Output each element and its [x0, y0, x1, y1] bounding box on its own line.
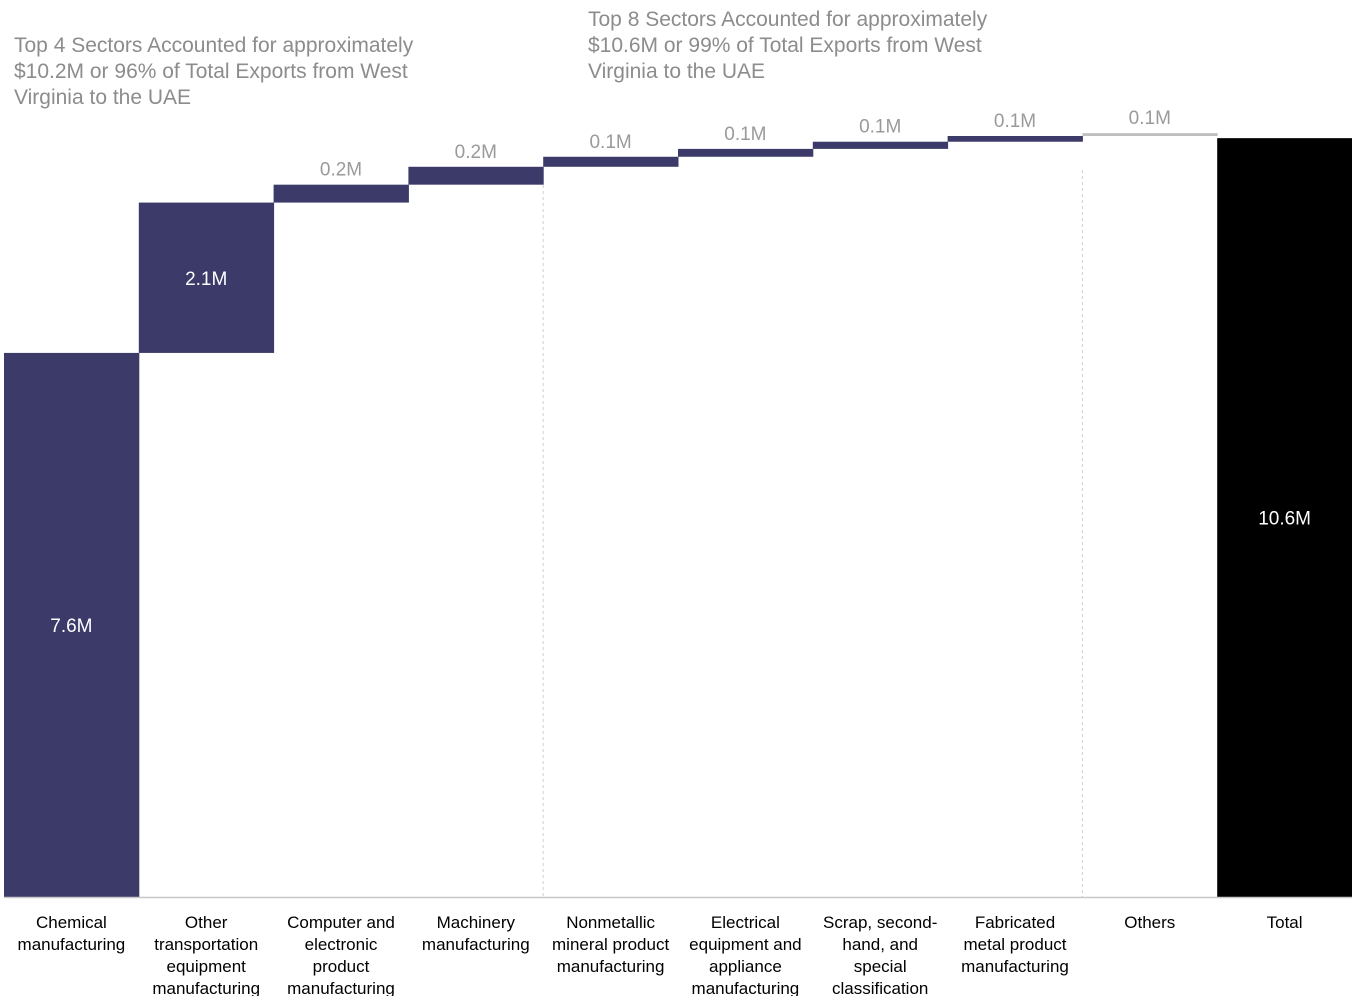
tick-label-others: Others	[1124, 913, 1175, 932]
section-dividers	[542, 170, 1083, 897]
bar-nonmetallic-mineral-product-manufacturing	[543, 156, 679, 167]
bar-machinery-manufacturing	[408, 166, 544, 185]
bar-chemical-manufacturing	[4, 352, 140, 897]
data-label-electrical-equipment-and-appliance-manufacturing: 0.1M	[724, 124, 766, 145]
annotation-top-8: Top 8 Sectors Accounted for approximatel…	[588, 8, 988, 83]
bar-total	[1217, 138, 1352, 897]
tick-label-machinery-manufacturing: Machinery manufacturing	[422, 913, 530, 954]
data-label-scrap-second-hand-and-special-classification: 0.1M	[859, 117, 901, 138]
data-label-others: 0.1M	[1129, 108, 1171, 129]
data-labels: 7.6M 2.1M 0.2M 0.2M 0.1M 0.1M 0.1M 0.1M 0.1M 10.6…	[50, 108, 1311, 637]
bar-fabricated-metal-product-manufacturing	[947, 136, 1083, 142]
tick-label-other-transportation-equipment-manufacturing: Other transportation equipment manufacturin…	[152, 913, 260, 996]
bar-others	[1082, 133, 1218, 136]
bar-electrical-equipment-and-appliance-manufacturing	[678, 148, 814, 157]
data-label-machinery-manufacturing: 0.2M	[455, 142, 497, 163]
tick-label-nonmetallic-mineral-product-manufacturing: Nonmetallic mineral product manufacturing	[552, 913, 669, 976]
x-tick-labels: Chemical manufacturing Other transportation…	[18, 913, 1303, 998]
data-label-total: 10.6M	[1258, 509, 1311, 530]
bar-computer-and-electronic-product-manufacturing	[273, 184, 409, 203]
data-label-chemical-manufacturing: 7.6M	[50, 616, 92, 637]
bar-other-transportation-equipment-manufacturing	[138, 202, 275, 353]
tick-label-electrical-equipment-and-appliance-manufacturing: Electrical equipment and appliance manufact…	[689, 913, 801, 996]
tick-label-scrap-second-hand-and-special-classification: Scrap, second-hand, and special classifica…	[823, 913, 937, 996]
data-label-other-transportation-equipment-manufacturing: 2.1M	[185, 269, 227, 290]
data-label-computer-and-electronic-product-manufacturing: 0.2M	[320, 160, 362, 181]
annotation-top-4: Top 4 Sectors Accounted for approximatel…	[14, 34, 414, 109]
data-label-nonmetallic-mineral-product-manufacturing: 0.1M	[589, 132, 631, 153]
data-label-fabricated-metal-product-manufacturing: 0.1M	[994, 111, 1036, 132]
tick-label-total: Total	[1267, 913, 1303, 932]
tick-label-computer-and-electronic-product-manufacturing: Computer and electronic product manufacturi…	[287, 913, 395, 996]
tick-label-fabricated-metal-product-manufacturing: Fabricated metal product manufacturing	[961, 913, 1069, 976]
bars	[4, 133, 1352, 897]
bar-scrap-second-hand-and-special-classification	[812, 141, 949, 149]
tick-label-chemical-manufacturing: Chemical manufacturing	[18, 913, 126, 954]
